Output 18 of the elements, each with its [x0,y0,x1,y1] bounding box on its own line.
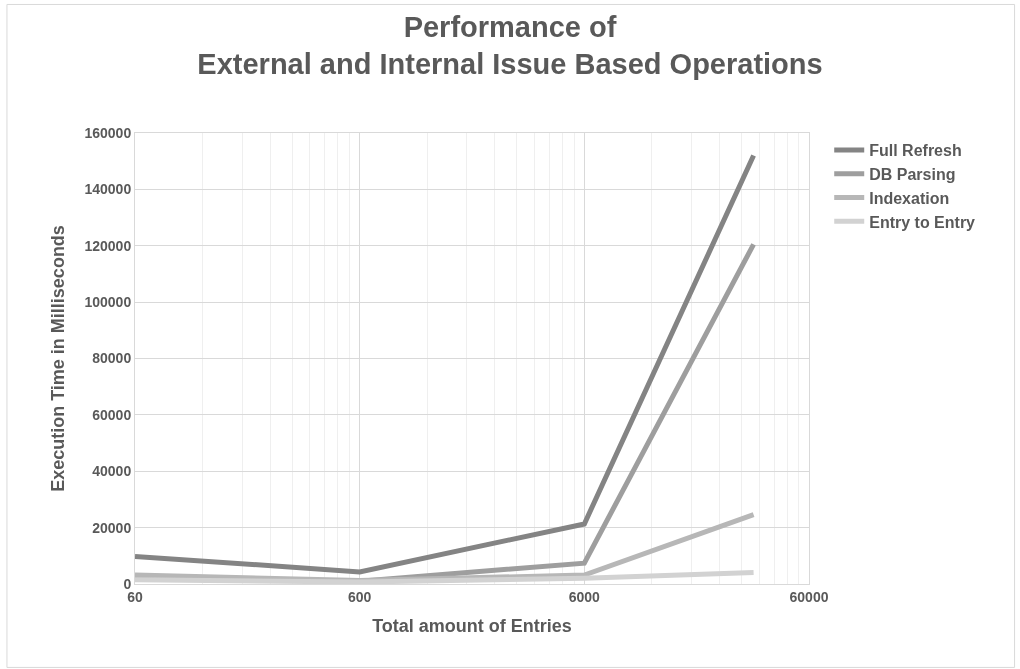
y-tick-label: 120000 [84,237,132,254]
legend-label: Entry to Entry [869,213,976,231]
y-axis-title: Execution Time in Milliseconds [47,225,68,492]
x-tick-label: 6000 [568,588,601,605]
legend-label: DB Parsing [869,165,956,183]
y-tick-label: 100000 [84,294,132,311]
x-tick-label: 60000 [789,588,829,605]
y-tick-label: 60000 [92,406,132,423]
x-tick-label: 600 [347,588,372,605]
legend-label: Full Refresh [869,142,962,160]
y-tick-label: 80000 [92,350,132,367]
y-tick-label: 40000 [92,463,132,480]
y-tick-label: 160000 [84,124,132,141]
x-axis-title: Total amount of Entries [372,615,572,636]
chart-title: Performance of External and Internal Issue Based Operations [197,10,823,81]
legend-label: Indexation [869,189,950,207]
y-tick-label: 140000 [84,181,132,198]
y-tick-label: 20000 [92,519,132,536]
